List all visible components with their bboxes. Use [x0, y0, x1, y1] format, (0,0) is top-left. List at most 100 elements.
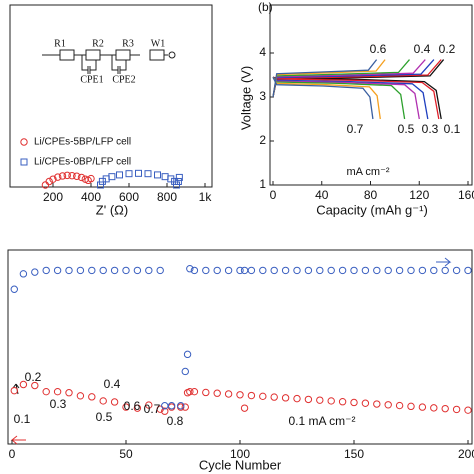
point	[144, 170, 152, 178]
x-tick-label: 50	[119, 447, 133, 461]
point	[224, 390, 233, 398]
point	[76, 266, 85, 275]
point	[87, 174, 95, 183]
x-axis-label: Z' (Ω)	[96, 202, 128, 217]
point	[407, 402, 415, 411]
point	[45, 177, 53, 186]
point	[177, 402, 185, 410]
point	[65, 389, 73, 397]
circuit-label: R1	[54, 38, 66, 49]
point	[350, 398, 358, 407]
point	[63, 171, 71, 180]
point	[19, 270, 28, 278]
annotation: 0.7	[144, 402, 161, 416]
point	[53, 266, 62, 275]
frame-b	[269, 4, 473, 186]
point	[202, 266, 210, 275]
point	[88, 266, 96, 275]
x-tick-label: 80	[364, 188, 378, 202]
x-tick-label: 800	[157, 190, 177, 204]
legend-label: Li/CPEs-5BP/LFP cell	[34, 137, 131, 148]
point	[430, 404, 438, 412]
point	[259, 392, 267, 401]
x-tick-label: 100	[230, 447, 250, 461]
point	[31, 268, 39, 276]
x-tick-label: 150	[344, 447, 364, 461]
circuit-label: R3	[122, 38, 134, 49]
annotation: 0.8	[167, 414, 184, 428]
point	[418, 403, 427, 411]
rate-label: 0.1	[444, 122, 461, 136]
y-axis-label: Voltage (V)	[238, 66, 253, 130]
rate-label: 0.2	[439, 42, 456, 56]
point	[20, 138, 28, 146]
point	[19, 380, 28, 389]
point	[58, 172, 67, 180]
point	[181, 367, 189, 376]
point	[247, 266, 256, 275]
rate-label: 0.3	[422, 122, 439, 136]
x-tick-label: 160	[458, 188, 474, 202]
point	[10, 386, 18, 395]
point	[31, 381, 39, 390]
point	[418, 266, 427, 275]
point	[110, 266, 119, 275]
point	[175, 173, 183, 181]
point	[316, 266, 324, 275]
point	[452, 405, 461, 414]
point	[49, 175, 57, 183]
point	[42, 266, 50, 275]
point	[20, 158, 28, 166]
point	[281, 266, 290, 275]
y-tick-label: 2	[259, 133, 266, 147]
point	[186, 387, 194, 396]
point	[304, 395, 313, 404]
point	[183, 350, 192, 359]
point	[240, 266, 249, 275]
point	[76, 392, 85, 400]
point	[125, 170, 133, 178]
rate-label: 0.4	[414, 42, 431, 56]
point	[338, 266, 347, 275]
x-tick-label: 600	[119, 190, 139, 204]
point	[97, 181, 104, 189]
circuit-label: CPE2	[112, 74, 135, 85]
point	[395, 266, 404, 275]
rate-label: 0.5	[398, 122, 415, 136]
point	[133, 404, 142, 412]
annotation-arrow	[12, 383, 20, 395]
axis-arrow-right	[436, 257, 452, 267]
point	[135, 169, 142, 177]
x-tick-label: 400	[81, 190, 101, 204]
point	[65, 266, 73, 275]
point	[190, 266, 199, 275]
x-tick-label: 200	[458, 447, 474, 461]
annotation: 0.6	[124, 399, 141, 413]
point	[240, 404, 249, 412]
point	[373, 266, 381, 275]
point	[430, 266, 438, 275]
curve	[272, 59, 442, 120]
point	[338, 398, 347, 406]
point	[174, 178, 182, 185]
y-tick-label: 1	[259, 177, 266, 191]
point	[202, 388, 210, 397]
point	[293, 394, 301, 403]
point	[88, 393, 96, 401]
point	[327, 266, 335, 275]
x-tick-label: 0	[270, 188, 277, 202]
point	[293, 266, 301, 275]
curve	[272, 59, 386, 120]
point	[154, 171, 161, 179]
point	[395, 401, 404, 410]
point	[110, 398, 119, 406]
point	[145, 401, 153, 409]
curve	[272, 59, 410, 120]
point	[464, 406, 472, 414]
point	[54, 173, 62, 181]
annotation: 0.5	[96, 410, 113, 424]
point	[361, 266, 370, 275]
annotation: 0.2	[25, 370, 42, 384]
point	[236, 266, 244, 275]
